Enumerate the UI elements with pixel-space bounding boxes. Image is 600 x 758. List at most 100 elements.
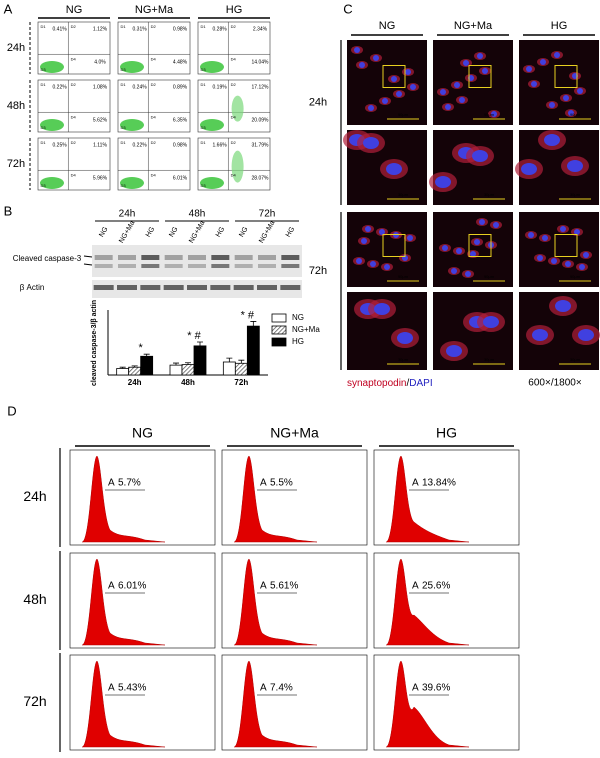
gate-percent: 5.61% (270, 581, 298, 592)
quadrant-percent: 5.96% (93, 176, 108, 182)
quadrant-percent: 2.34% (253, 26, 268, 32)
nucleus (567, 160, 583, 172)
legend-stain1: synaptopodin (347, 378, 407, 389)
blot-band (118, 264, 136, 268)
zoom-box (468, 65, 492, 88)
quadrant-percent: 0.98% (173, 26, 188, 32)
nucleus (354, 47, 360, 53)
nucleus (386, 163, 402, 175)
bar (140, 355, 154, 376)
error-bar (185, 362, 191, 365)
blot-band (280, 285, 301, 290)
scale-bar-label: 90μm (570, 274, 581, 279)
micrograph (347, 40, 427, 125)
scale-bar-label: 90μm (484, 112, 495, 117)
panel-label: D (7, 403, 16, 418)
error-bar (143, 353, 150, 357)
gate-percent: 5.7% (118, 478, 141, 489)
quadrant-percent: 17.12% (252, 84, 270, 90)
zoom-box (382, 234, 406, 257)
panel-label: C (343, 1, 352, 16)
column-header: NG (379, 20, 396, 32)
blot-band (210, 285, 231, 290)
quadrant-label: D3 (120, 125, 126, 130)
column-header: NG (132, 425, 153, 441)
quadrant-label: D4 (71, 114, 77, 119)
quadrant-label: D1 (200, 82, 206, 87)
quadrant-percent: 0.89% (173, 84, 188, 90)
blot-band (141, 264, 160, 268)
legend-swatch (271, 337, 287, 347)
blot-band (281, 255, 300, 260)
timepoint-label: 72h (259, 209, 276, 220)
bar (193, 345, 207, 376)
nucleus (483, 316, 499, 328)
quadrant-percent: 0.19% (213, 84, 228, 90)
bar (128, 366, 142, 376)
quadrant-label: D3 (200, 183, 206, 188)
quadrant-label: D4 (231, 56, 237, 61)
nucleus (563, 95, 569, 101)
legend-sep: / (407, 378, 410, 389)
histogram (81, 660, 166, 748)
quadrant-percent: 28.07% (252, 176, 270, 182)
quadrant-label: D4 (151, 114, 157, 119)
nucleus (440, 89, 446, 95)
histogram (233, 660, 318, 748)
panel-label: B (4, 203, 13, 218)
quadrant-percent: 31.79% (252, 142, 270, 148)
nucleus (583, 252, 589, 258)
scale-bar-label: 90μm (484, 274, 495, 279)
bar (181, 364, 195, 376)
quadrant-label: D4 (151, 56, 157, 61)
nucleus (445, 104, 451, 110)
quadrant-percent: 1.12% (93, 26, 108, 32)
column-header: NG+Ma (270, 425, 319, 441)
quadrant-label: D2 (231, 140, 237, 145)
nucleus (356, 258, 362, 264)
scale-bar-label: 30μm (570, 192, 581, 197)
quadrant-label: D2 (71, 24, 77, 29)
quadrant-label: D3 (120, 183, 126, 188)
nucleus (368, 105, 374, 111)
quadrant-label: D1 (40, 24, 46, 29)
nucleus (470, 251, 476, 257)
gate-name: A (108, 581, 115, 592)
quadrant-label: D4 (71, 172, 77, 177)
nucleus (474, 239, 480, 245)
cell-cloud (231, 95, 244, 122)
row-label: 72h (23, 693, 46, 709)
nucleus (459, 97, 465, 103)
column-header: HG (226, 4, 243, 16)
nucleus (465, 271, 471, 277)
cell-cloud (231, 150, 244, 183)
gate-percent: 25.6% (422, 581, 450, 592)
nucleus (396, 91, 402, 97)
blot-band (118, 255, 136, 260)
x-tick-label: 72h (234, 378, 248, 387)
quadrant-label: D2 (151, 82, 157, 87)
error-bar (226, 357, 233, 362)
quadrant-label: D3 (200, 125, 206, 130)
lane-label: HG (215, 226, 226, 239)
scale-bar-label: 30μm (398, 192, 409, 197)
nucleus (574, 229, 580, 235)
cell-cloud (120, 61, 144, 73)
nucleus (482, 68, 488, 74)
nucleus (565, 261, 571, 267)
blot-band (233, 285, 254, 290)
blot-membrane (92, 245, 302, 277)
quadrant-label: D3 (200, 67, 206, 72)
significance-label: * # (241, 309, 255, 321)
cell-cloud (40, 61, 64, 73)
error-bar (250, 321, 257, 327)
nucleus (528, 232, 534, 238)
nucleus (379, 229, 385, 235)
micrograph (433, 130, 513, 205)
nucleus (405, 69, 411, 75)
blot-band (163, 285, 184, 290)
nucleus (407, 235, 413, 241)
blot-band (164, 255, 183, 260)
quadrant-label: D2 (231, 82, 237, 87)
column-header: NG+Ma (135, 4, 174, 16)
